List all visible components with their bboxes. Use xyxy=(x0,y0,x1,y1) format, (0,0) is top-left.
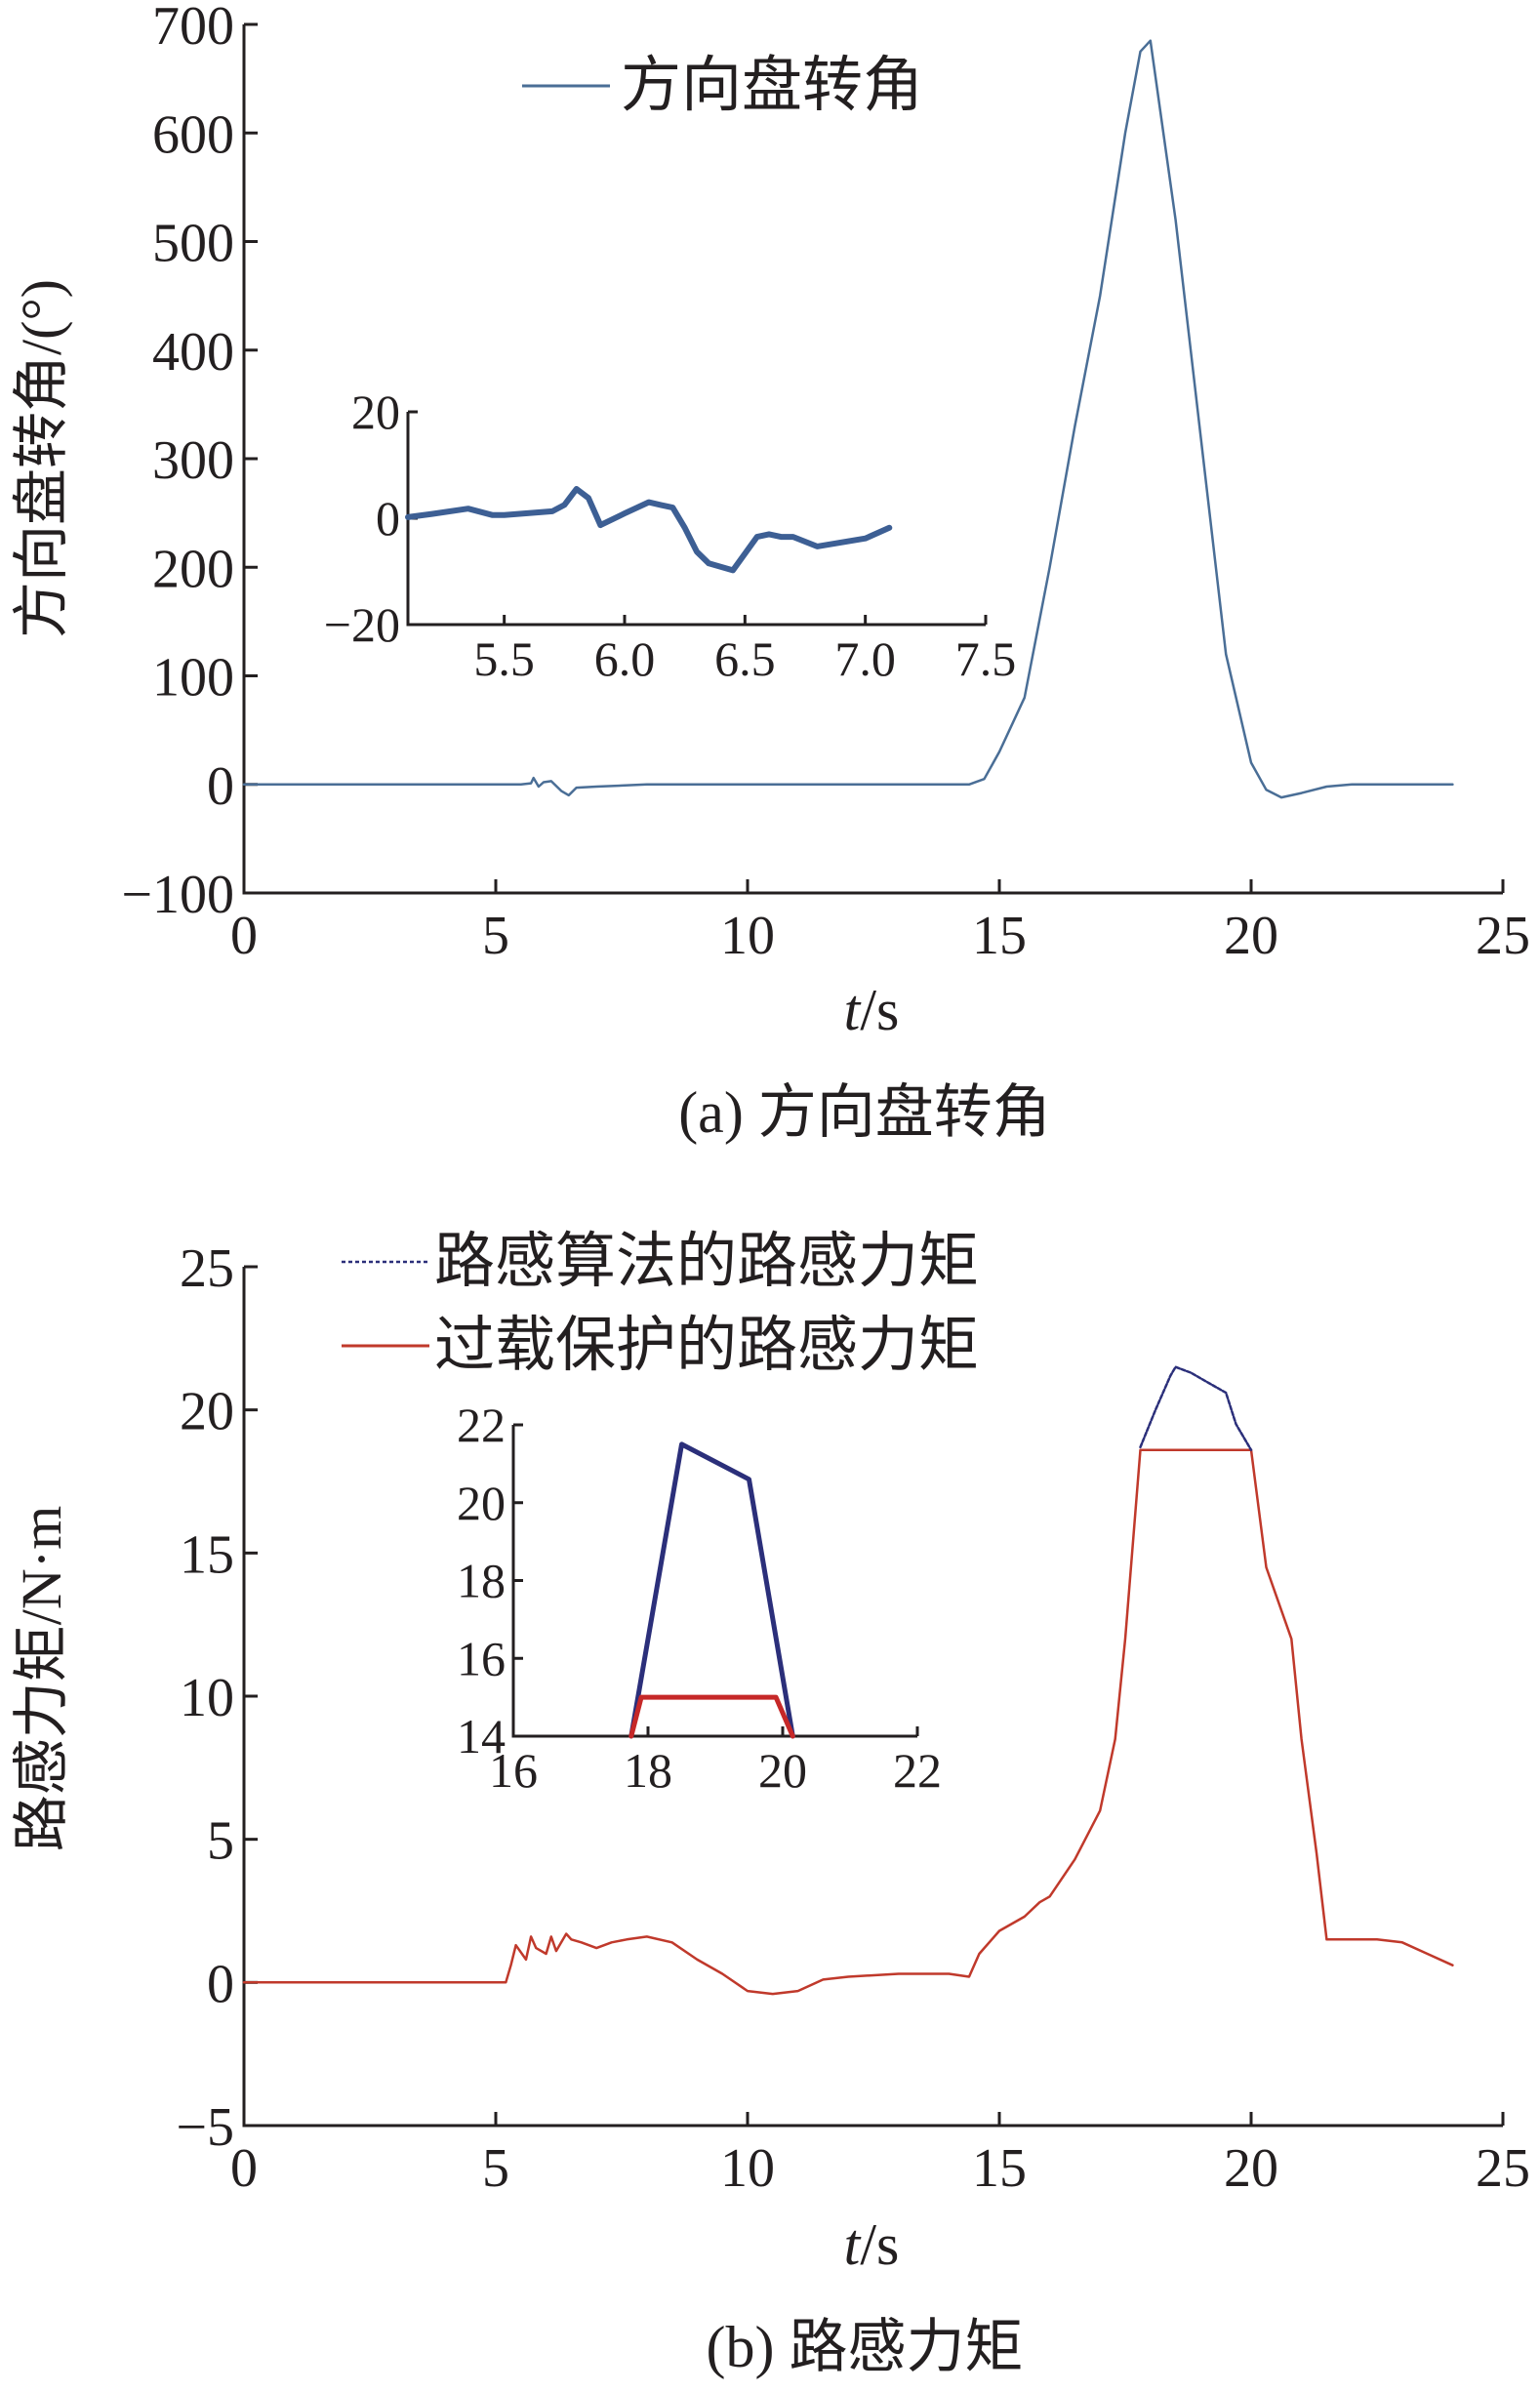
panel-a-inset-ytick-label: 20 xyxy=(351,385,400,439)
panel-a-inset-series-line xyxy=(405,486,893,574)
panel-b-ytick-label: 15 xyxy=(180,1524,234,1585)
panel-b-ytick-label: 5 xyxy=(207,1811,234,1872)
panel-b-series-algorithm-line xyxy=(1139,1365,1253,1451)
panel-b-series-overload-line xyxy=(242,1448,1454,1996)
panel-b-xtick-label: 10 xyxy=(720,2138,775,2199)
panel-b-inset-ytick-label: 22 xyxy=(457,1398,506,1452)
panel-b-xtick-label: 5 xyxy=(482,2138,509,2199)
panel-b-xlabel-var: t xyxy=(844,2212,862,2277)
panel-b-ytick-label: 25 xyxy=(180,1238,234,1299)
panel-a-inset: 5.5 6.0 6.5 7.0 7.5 −20 0 20 xyxy=(324,385,1016,686)
panel-a-inset-axes xyxy=(406,412,986,627)
panel-b-ytick-label: −5 xyxy=(176,2097,234,2158)
panel-a-ytick-label: 100 xyxy=(152,648,234,709)
panel-b-legend-label-1: 路感算法的路感力矩 xyxy=(434,1229,979,1295)
panel-a-xtick-label: 0 xyxy=(230,906,258,966)
panel-a-inset-ytick-label: 0 xyxy=(376,491,400,546)
panel-a-legend: 方向盘转角 xyxy=(522,53,923,119)
panel-b-inset-xtick-label: 20 xyxy=(758,1743,807,1798)
panel-a-xtick-label: 10 xyxy=(720,906,775,966)
panel-a-xlabel: t/s xyxy=(844,978,900,1042)
panel-b-xtick-label: 15 xyxy=(972,2138,1027,2199)
panel-b-inset-series-algorithm-line xyxy=(628,1441,795,1739)
panel-a-xlabel-unit: /s xyxy=(860,978,899,1042)
panel-b-ylabel: 路感力矩/N·m xyxy=(10,1506,73,1851)
panel-b-ytick-label: 10 xyxy=(180,1668,234,1728)
panel-b-inset-ytick-label: 20 xyxy=(457,1476,506,1530)
panel-a-series-line xyxy=(242,39,1454,799)
panel-a-ytick-label: 600 xyxy=(152,104,234,165)
panel-a-xtick-label: 20 xyxy=(1224,906,1278,966)
panel-b-caption: (b) 路感力矩 xyxy=(707,2315,1024,2379)
panel-b-inset-xtick-label: 16 xyxy=(489,1743,538,1798)
panel-b-ytick-label: 0 xyxy=(207,1954,234,2014)
panel-b-inset-xtick-label: 22 xyxy=(893,1743,942,1798)
panel-a-ytick-label: 0 xyxy=(207,756,234,817)
panel-a-ytick-label: 500 xyxy=(152,214,234,274)
panel-b-xtick-label: 0 xyxy=(230,2138,258,2199)
panel-a-inset-xtick-label: 5.5 xyxy=(473,631,535,686)
panel-b-inset-ytick-label: 14 xyxy=(457,1709,506,1764)
panel-b-inset-series-overload-line xyxy=(628,1694,795,1739)
panel-a-xtick-label: 25 xyxy=(1476,906,1530,966)
panel-b-ytick-label: 20 xyxy=(180,1382,234,1442)
panel-b-legend-label-2: 过载保护的路感力矩 xyxy=(434,1313,979,1379)
panel-a-inset-xtick-label: 7.0 xyxy=(834,631,896,686)
panel-b-axes xyxy=(242,1267,1503,2128)
panel-a-xtick-label: 15 xyxy=(972,906,1027,966)
panel-a-xlabel-var: t xyxy=(844,978,862,1042)
panel-b-xtick-label: 20 xyxy=(1224,2138,1278,2199)
panel-a-inset-xtick-label: 6.5 xyxy=(714,631,776,686)
panel-a-ytick-label: 200 xyxy=(152,539,234,599)
panel-b-inset-xtick-label: 18 xyxy=(624,1743,672,1798)
panel-a-ytick-label: 700 xyxy=(152,0,234,57)
panel-a-caption: (a) 方向盘转角 xyxy=(678,1080,1051,1145)
panel-a-axes xyxy=(242,24,1503,895)
panel-b-legend: 路感算法的路感力矩 过载保护的路感力矩 xyxy=(342,1229,979,1379)
panel-a-ytick-label: 400 xyxy=(152,322,234,383)
panel-a-xtick-label: 5 xyxy=(482,906,509,966)
panel-a-inset-xtick-label: 7.5 xyxy=(955,631,1017,686)
panel-b-xlabel: t/s xyxy=(844,2212,900,2277)
panel-a-inset-xtick-label: 6.0 xyxy=(594,631,656,686)
panel-b-inset-ytick-label: 18 xyxy=(457,1554,506,1608)
panel-b-xtick-label: 25 xyxy=(1476,2138,1530,2199)
panel-b-xlabel-unit: /s xyxy=(860,2212,899,2277)
panel-a-legend-label: 方向盘转角 xyxy=(621,53,923,119)
panel-a-ytick-label: −100 xyxy=(121,865,234,925)
panel-a-ylabel: 方向盘转角/(°) xyxy=(10,279,73,638)
panel-a-ytick-label: 300 xyxy=(152,430,234,491)
panel-b-inset-axes xyxy=(511,1425,917,1738)
panel-b-inset-ytick-label: 16 xyxy=(457,1631,506,1685)
panel-a-inset-ytick-label: −20 xyxy=(324,597,400,652)
